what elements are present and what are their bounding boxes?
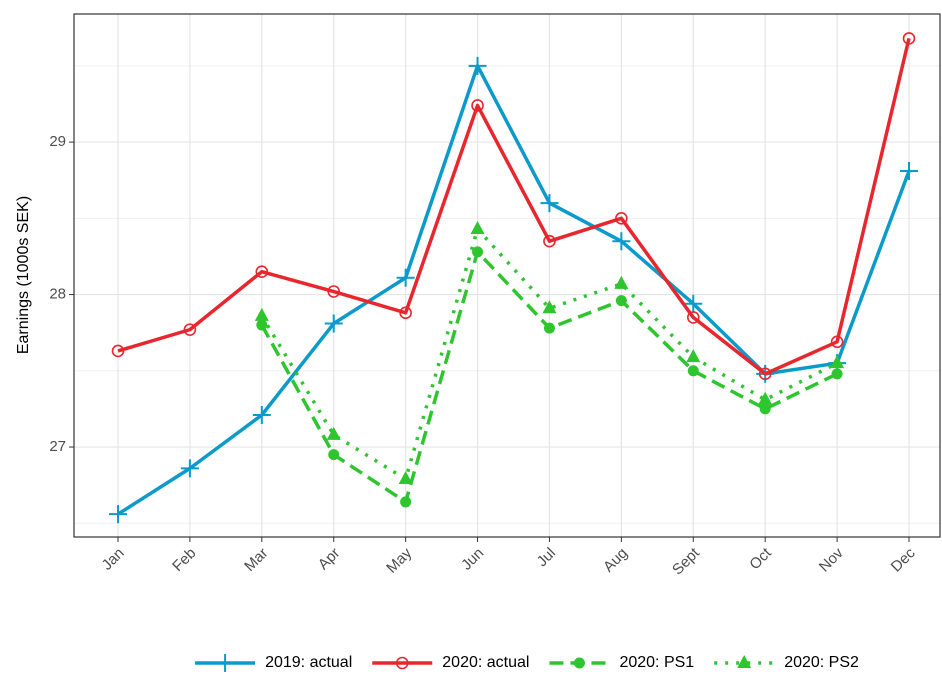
- marker: [326, 426, 341, 440]
- series-line: [260, 227, 838, 481]
- legend-text: 2020: PS2: [784, 654, 859, 671]
- x-tick-label: Mar: [241, 545, 271, 575]
- marker: [686, 349, 701, 363]
- x-tick-label: May: [383, 544, 415, 576]
- x-tick-label: Jun: [458, 545, 487, 574]
- x-tick-label: Jan: [99, 545, 128, 574]
- marker: [759, 403, 771, 415]
- marker: [758, 367, 772, 381]
- x-tick-label: Aug: [600, 545, 631, 576]
- marker: [468, 56, 487, 75]
- marker: [612, 232, 631, 251]
- marker: [252, 406, 271, 425]
- marker: [471, 99, 484, 112]
- marker: [830, 355, 845, 369]
- marker: [614, 275, 629, 289]
- marker: [109, 505, 127, 524]
- marker: [254, 307, 269, 321]
- marker: [111, 344, 125, 358]
- marker: [830, 335, 844, 349]
- marker: [327, 285, 341, 298]
- y-tick-label: 27: [49, 438, 66, 455]
- marker: [758, 391, 773, 405]
- marker: [328, 449, 340, 461]
- x-tick-label: Feb: [169, 545, 199, 575]
- marker: [615, 212, 628, 225]
- marker: [687, 365, 699, 377]
- marker: [256, 319, 268, 331]
- x-tick-label: Oct: [746, 544, 775, 573]
- x-tick-label: Apr: [315, 545, 344, 574]
- marker: [180, 459, 199, 478]
- legend: 2019: actual 2020: actual 2020: PS1 2020: P…: [195, 654, 859, 672]
- marker: [216, 654, 235, 672]
- plot-border: [73, 13, 941, 538]
- x-tick-label: Jul: [534, 545, 560, 571]
- legend-text: 2020: actual: [442, 654, 529, 671]
- series-line: [117, 37, 911, 376]
- marker: [831, 368, 843, 380]
- marker: [902, 32, 916, 45]
- marker: [472, 246, 484, 258]
- marker: [543, 322, 555, 334]
- marker: [543, 234, 556, 248]
- marker: [398, 471, 413, 485]
- marker: [684, 294, 703, 313]
- marker: [395, 656, 409, 670]
- marker: [540, 194, 559, 213]
- legend-text: 2019: actual: [265, 654, 352, 671]
- marker: [396, 268, 415, 287]
- y-tick-label: 28: [49, 286, 66, 303]
- marker: [615, 295, 627, 307]
- marker: [399, 306, 412, 320]
- x-tick-label: Nov: [816, 544, 847, 575]
- marker: [183, 323, 197, 336]
- marker: [573, 657, 585, 669]
- marker: [255, 265, 269, 278]
- marker: [324, 314, 343, 333]
- x-tick-label: Sept: [669, 544, 703, 578]
- y-tick-label: 29: [49, 133, 66, 150]
- marker: [686, 311, 700, 324]
- series-line: [117, 64, 911, 516]
- marker: [470, 220, 485, 234]
- marker: [400, 496, 412, 508]
- legend-text: 2020: PS1: [619, 654, 694, 671]
- marker: [737, 655, 752, 668]
- marker: [900, 162, 918, 181]
- y-axis-label: Earnings (1000s SEK): [15, 196, 32, 354]
- x-tick-label: Dec: [888, 544, 919, 575]
- marker: [542, 300, 557, 314]
